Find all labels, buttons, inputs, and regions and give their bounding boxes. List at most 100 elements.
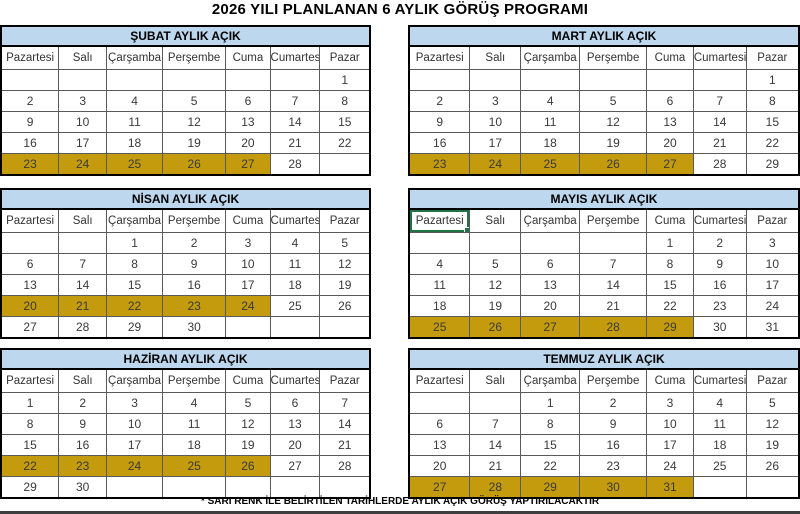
day-header[interactable]: Cumartesi (692, 208, 747, 233)
day-cell[interactable]: 6 (0, 253, 60, 275)
day-header[interactable]: Çarşamba (520, 368, 581, 393)
day-header[interactable]: Çarşamba (106, 208, 163, 233)
day-cell[interactable]: 3 (58, 90, 108, 112)
day-cell[interactable]: 26 (225, 455, 271, 477)
day-cell[interactable]: 18 (106, 132, 163, 154)
day-cell[interactable]: 29 (745, 153, 800, 176)
day-cell[interactable]: 6 (646, 90, 694, 112)
day-cell[interactable]: 8 (646, 253, 694, 275)
day-header[interactable]: Pazartesi (408, 368, 471, 393)
day-cell[interactable] (106, 476, 163, 499)
day-cell[interactable]: 10 (646, 413, 694, 435)
day-cell[interactable]: 23 (58, 455, 108, 477)
day-cell[interactable]: 29 (0, 476, 60, 499)
day-cell[interactable]: 15 (0, 434, 60, 456)
day-cell[interactable]: 10 (225, 253, 271, 275)
day-cell[interactable]: 3 (745, 232, 800, 254)
day-cell[interactable] (319, 476, 371, 499)
day-cell[interactable]: 23 (408, 153, 471, 176)
day-header[interactable]: Cuma (225, 368, 271, 393)
day-cell[interactable] (520, 232, 581, 254)
day-cell[interactable]: 10 (469, 111, 522, 133)
day-cell[interactable]: 14 (269, 111, 321, 133)
day-cell[interactable]: 21 (319, 434, 371, 456)
day-header[interactable]: Çarşamba (106, 368, 163, 393)
day-cell[interactable]: 25 (161, 455, 227, 477)
day-header[interactable]: Cumartesi (269, 208, 321, 233)
day-cell[interactable]: 25 (106, 153, 163, 176)
day-cell[interactable]: 15 (745, 111, 800, 133)
day-cell[interactable]: 3 (106, 392, 163, 414)
day-cell[interactable]: 28 (319, 455, 371, 477)
day-cell[interactable]: 1 (0, 392, 60, 414)
day-cell[interactable]: 1 (520, 392, 581, 414)
day-cell[interactable]: 11 (520, 111, 581, 133)
day-cell[interactable]: 14 (319, 413, 371, 435)
day-cell[interactable]: 2 (579, 392, 648, 414)
day-cell[interactable]: 8 (745, 90, 800, 112)
day-cell[interactable]: 26 (469, 316, 522, 339)
day-cell[interactable]: 1 (745, 69, 800, 91)
day-cell[interactable]: 9 (161, 253, 227, 275)
day-cell[interactable]: 15 (520, 434, 581, 456)
day-cell[interactable] (520, 69, 581, 91)
day-cell[interactable]: 24 (106, 455, 163, 477)
day-cell[interactable]: 29 (106, 316, 163, 339)
day-cell[interactable]: 5 (579, 90, 648, 112)
day-cell[interactable]: 5 (319, 232, 371, 254)
day-cell[interactable]: 24 (745, 295, 800, 317)
day-cell[interactable]: 21 (58, 295, 108, 317)
day-cell[interactable]: 26 (745, 455, 800, 477)
day-cell[interactable]: 20 (646, 132, 694, 154)
day-cell[interactable] (408, 392, 471, 414)
day-cell[interactable]: 19 (225, 434, 271, 456)
day-cell[interactable]: 11 (161, 413, 227, 435)
day-cell[interactable]: 16 (692, 274, 747, 296)
day-cell[interactable]: 17 (58, 132, 108, 154)
day-cell[interactable]: 4 (692, 392, 747, 414)
day-cell[interactable]: 13 (0, 274, 60, 296)
day-cell[interactable]: 16 (579, 434, 648, 456)
day-header[interactable]: Pazartesi (0, 208, 60, 233)
day-cell[interactable]: 20 (225, 132, 271, 154)
day-cell[interactable] (579, 69, 648, 91)
day-cell[interactable]: 7 (58, 253, 108, 275)
day-cell[interactable]: 28 (692, 153, 747, 176)
day-header[interactable]: Salı (58, 45, 108, 70)
day-cell[interactable]: 29 (520, 476, 581, 499)
day-cell[interactable] (0, 69, 60, 91)
day-header[interactable]: Cuma (646, 368, 694, 393)
day-cell[interactable]: 19 (579, 132, 648, 154)
day-cell[interactable]: 2 (161, 232, 227, 254)
day-cell[interactable] (225, 316, 271, 339)
day-header[interactable]: Perşembe (579, 368, 648, 393)
day-cell[interactable] (408, 69, 471, 91)
day-cell[interactable]: 21 (692, 132, 747, 154)
day-cell[interactable]: 11 (106, 111, 163, 133)
day-cell[interactable]: 30 (692, 316, 747, 339)
day-cell[interactable]: 23 (161, 295, 227, 317)
day-header[interactable]: Pazar (319, 208, 371, 233)
day-cell[interactable]: 7 (579, 253, 648, 275)
day-cell[interactable] (692, 476, 747, 499)
day-cell[interactable]: 4 (408, 253, 471, 275)
day-cell[interactable]: 22 (646, 295, 694, 317)
day-cell[interactable]: 24 (225, 295, 271, 317)
day-cell[interactable]: 18 (269, 274, 321, 296)
day-cell[interactable]: 4 (269, 232, 321, 254)
day-cell[interactable]: 15 (319, 111, 371, 133)
day-header[interactable]: Pazartesi (0, 368, 60, 393)
day-cell[interactable]: 21 (469, 455, 522, 477)
day-cell[interactable] (161, 69, 227, 91)
day-cell[interactable]: 30 (579, 476, 648, 499)
day-cell[interactable]: 29 (646, 316, 694, 339)
day-header[interactable]: Perşembe (579, 45, 648, 70)
day-cell[interactable]: 5 (225, 392, 271, 414)
day-cell[interactable]: 13 (225, 111, 271, 133)
day-cell[interactable] (225, 476, 271, 499)
day-cell[interactable] (469, 69, 522, 91)
day-cell[interactable]: 16 (408, 132, 471, 154)
day-cell[interactable] (0, 232, 60, 254)
day-cell[interactable]: 10 (106, 413, 163, 435)
day-cell[interactable]: 5 (161, 90, 227, 112)
